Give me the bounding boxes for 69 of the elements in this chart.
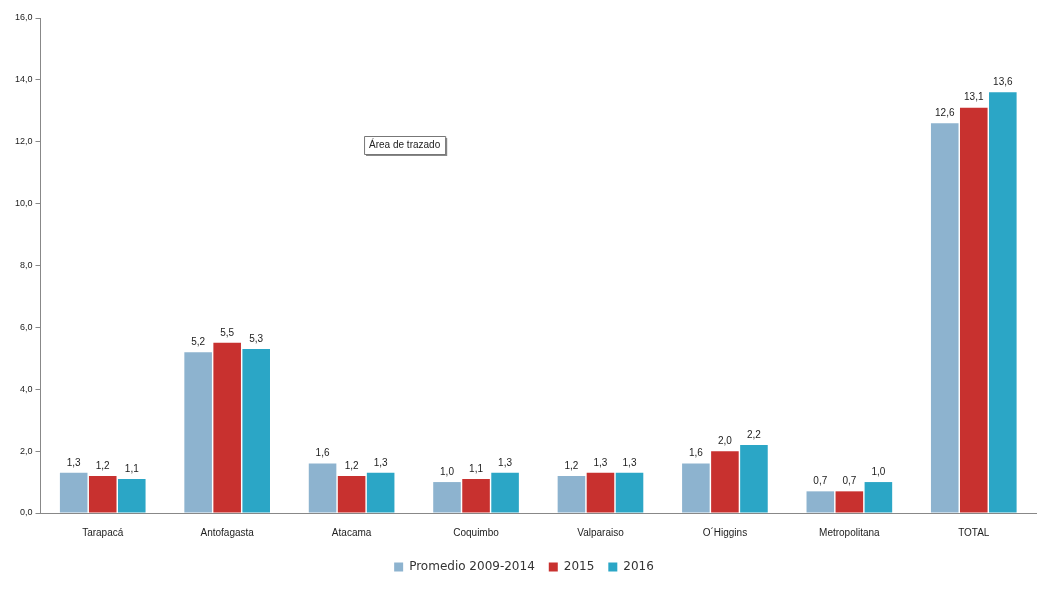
bar [242, 349, 270, 513]
y-tick-label: 2,0 [20, 445, 33, 456]
bar [711, 451, 739, 513]
y-tick-label: 10,0 [14, 198, 33, 209]
bar [959, 107, 988, 513]
data-label: 13,6 [993, 76, 1013, 87]
bar [213, 342, 241, 513]
bar [989, 92, 1017, 513]
y-tick-label: 6,0 [20, 321, 33, 332]
data-label: 1,3 [66, 456, 82, 468]
data-label: 5,2 [191, 335, 206, 347]
bar [740, 444, 768, 513]
x-tick-label: O´Higgins [702, 526, 748, 538]
data-label: 1,0 [440, 465, 455, 477]
data-label: 1,3 [622, 456, 637, 468]
data-label: 1,2 [344, 459, 359, 471]
bar [930, 123, 959, 513]
bar [491, 472, 519, 513]
legend-label: Promedio 2009-2014 [409, 559, 535, 574]
data-label: 1,3 [498, 456, 513, 468]
data-label: 5,5 [220, 326, 235, 338]
data-label: 1,2 [564, 459, 579, 471]
y-tick-label: 8,0 [20, 259, 33, 270]
data-label: 1,2 [95, 459, 111, 471]
data-label: 1,1 [124, 462, 140, 474]
data-label: 1,0 [871, 465, 886, 477]
bar [433, 482, 461, 513]
bar [864, 482, 893, 513]
x-tick-label: Valparaiso [577, 526, 625, 538]
data-label: 2,2 [746, 428, 762, 440]
y-tick-label: 12,0 [14, 136, 33, 147]
bar [184, 352, 212, 513]
bar [366, 472, 395, 513]
x-tick-label: Atacama [331, 526, 372, 538]
bar [462, 478, 490, 513]
x-tick-label: Tarapacá [82, 526, 124, 538]
data-label: 1,6 [688, 447, 704, 459]
data-label: 2,0 [717, 434, 733, 446]
bar [337, 475, 366, 513]
y-tick-label: 16,0 [14, 12, 33, 23]
legend-label: 2015 [563, 559, 595, 574]
bar [308, 463, 337, 513]
data-label: 1,1 [469, 462, 484, 474]
legend-label: 2016 [623, 559, 654, 574]
bar [586, 472, 615, 513]
annotation: Área de trazado [369, 138, 441, 151]
x-tick-label: Metropolitana [819, 526, 881, 538]
data-label: 0,7 [842, 475, 857, 487]
x-tick-label: Antofagasta [200, 526, 255, 538]
bar [682, 463, 710, 513]
bar [615, 472, 644, 513]
data-label: 5,3 [249, 332, 264, 344]
bar [59, 472, 88, 513]
y-tick-label: 0,0 [20, 507, 33, 518]
bar [806, 491, 835, 513]
bar [117, 478, 146, 513]
data-label: 13,1 [964, 91, 984, 103]
y-tick-label: 14,0 [14, 74, 33, 85]
bar [88, 475, 117, 513]
bar [835, 491, 864, 513]
x-tick-label: TOTAL [958, 526, 990, 538]
data-label: 12,6 [935, 106, 955, 118]
bar [557, 475, 586, 513]
data-label: 0,7 [813, 475, 828, 487]
data-label: 1,6 [315, 447, 330, 459]
data-label: 1,3 [373, 456, 389, 468]
data-label: 1,3 [593, 456, 608, 468]
x-tick-label: Coquimbo [453, 526, 500, 538]
y-tick-label: 4,0 [20, 383, 33, 394]
